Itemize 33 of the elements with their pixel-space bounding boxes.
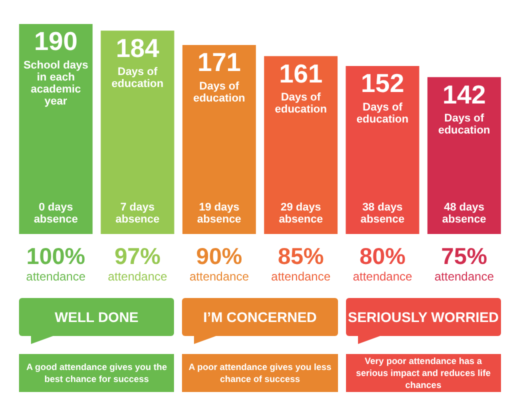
- bar: [346, 66, 420, 234]
- annotation: Days of education: [274, 92, 328, 116]
- text: A poor attendance gives you less chance of success: [182, 354, 338, 392]
- x-tick-label: 75% attendance: [434, 242, 494, 284]
- annotation: 48 days absence: [442, 202, 486, 226]
- data-label: 161: [279, 58, 323, 88]
- x-tick-label: 100% attendance: [26, 242, 86, 284]
- x-tick-label: 90% attendance: [189, 242, 250, 284]
- bar: [100, 30, 174, 234]
- text: A good attendance gives you the best chance for success: [19, 354, 174, 392]
- data-label: 152: [360, 68, 404, 98]
- annotation: 0 days absence: [34, 202, 78, 226]
- bar: [19, 24, 93, 234]
- text: Very poor attendance has a serious impact and reduces life chances: [346, 354, 501, 392]
- annotation: 38 days absence: [360, 202, 405, 226]
- x-tick-label: 85% attendance: [271, 242, 331, 284]
- annotation: School days in each academic year: [23, 60, 88, 108]
- bar: [182, 45, 256, 234]
- bar: [264, 56, 338, 234]
- annotation: 19 days absence: [197, 202, 242, 226]
- annotation: 7 days absence: [115, 202, 160, 226]
- annotation: Days of education: [356, 102, 409, 126]
- annotation: Days of education: [438, 112, 490, 137]
- bar: [427, 77, 501, 234]
- x-tick-label: 97% attendance: [108, 242, 168, 284]
- annotation: Days of education: [193, 80, 246, 105]
- annotation: Days of education: [112, 66, 164, 90]
- annotation: 29 days absence: [278, 202, 323, 226]
- data-label: 171: [197, 47, 241, 78]
- data-label: 142: [442, 79, 486, 110]
- x-tick-label: 80% attendance: [352, 242, 413, 284]
- data-label: 190: [34, 26, 78, 56]
- data-label: 184: [116, 32, 160, 63]
